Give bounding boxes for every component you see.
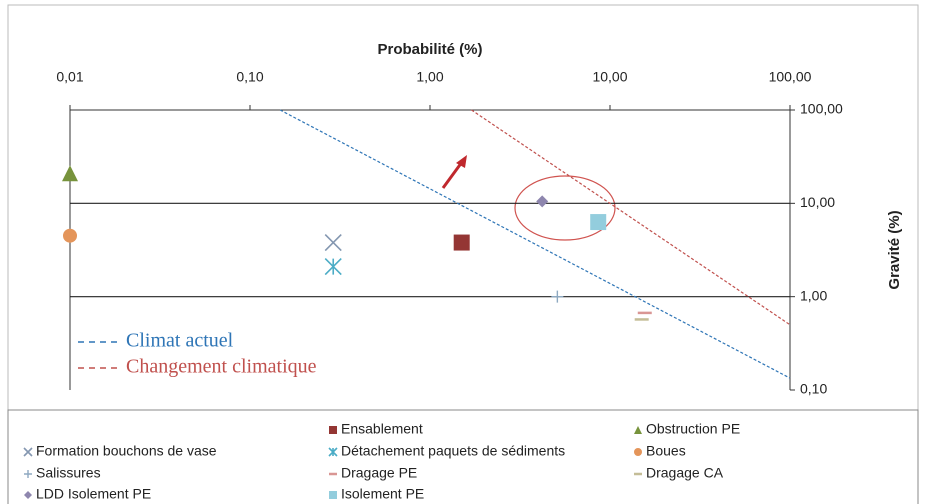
legend-label: Climat actuel: [126, 330, 234, 352]
legend-label: Dragage PE: [341, 465, 417, 481]
legend-marker: [24, 470, 32, 478]
x-tick-label: 0,10: [236, 69, 263, 85]
data-point: [590, 214, 607, 231]
x-tick-label: 100,00: [769, 69, 812, 85]
legend-marker: [329, 426, 337, 434]
trend-line: [279, 109, 791, 379]
legend-box: [7, 409, 919, 504]
highlight-ellipse: [514, 175, 616, 241]
data-point: [324, 258, 342, 276]
y-tick-label: 10,00: [800, 194, 835, 210]
y-tick-label: 0,10: [800, 381, 827, 397]
data-point: [551, 290, 564, 303]
legend-marker: [23, 447, 33, 457]
data-point: [324, 233, 342, 252]
legend-label: Changement climatique: [126, 356, 317, 378]
y-axis-title: Gravité (%): [886, 210, 903, 289]
legend-label: Ensablement: [341, 421, 423, 437]
legend-label: Isolement PE: [341, 486, 424, 502]
trend-line: [471, 109, 791, 326]
arrow-head: [456, 155, 467, 168]
legend-marker: [329, 491, 337, 499]
data-point: [536, 195, 549, 208]
data-point: [62, 165, 78, 182]
x-tick-label: 10,00: [592, 69, 627, 85]
y-tick-label: 100,00: [800, 101, 843, 117]
legend-marker: [634, 426, 642, 434]
legend-label: Salissures: [36, 465, 101, 481]
data-point: [63, 228, 77, 243]
legend-marker: [328, 447, 338, 457]
y-tick-label: 1,00: [800, 287, 827, 303]
legend-label: Formation bouchons de vase: [36, 443, 217, 459]
legend-label: Obstruction PE: [646, 421, 740, 437]
x-axis-title: Probabilité (%): [377, 41, 482, 58]
data-point: [453, 234, 470, 251]
arrow-shaft: [441, 161, 464, 189]
legend-marker: [634, 448, 642, 456]
legend-label: Dragage CA: [646, 465, 724, 481]
legend-label: Détachement paquets de sédiments: [341, 443, 565, 459]
chart-border: [7, 4, 919, 504]
legend-marker: [24, 491, 32, 499]
legend-label: Boues: [646, 443, 686, 459]
x-tick-label: 0,01: [56, 69, 83, 85]
legend-label: LDD Isolement PE: [36, 486, 151, 502]
x-tick-label: 1,00: [416, 69, 443, 85]
